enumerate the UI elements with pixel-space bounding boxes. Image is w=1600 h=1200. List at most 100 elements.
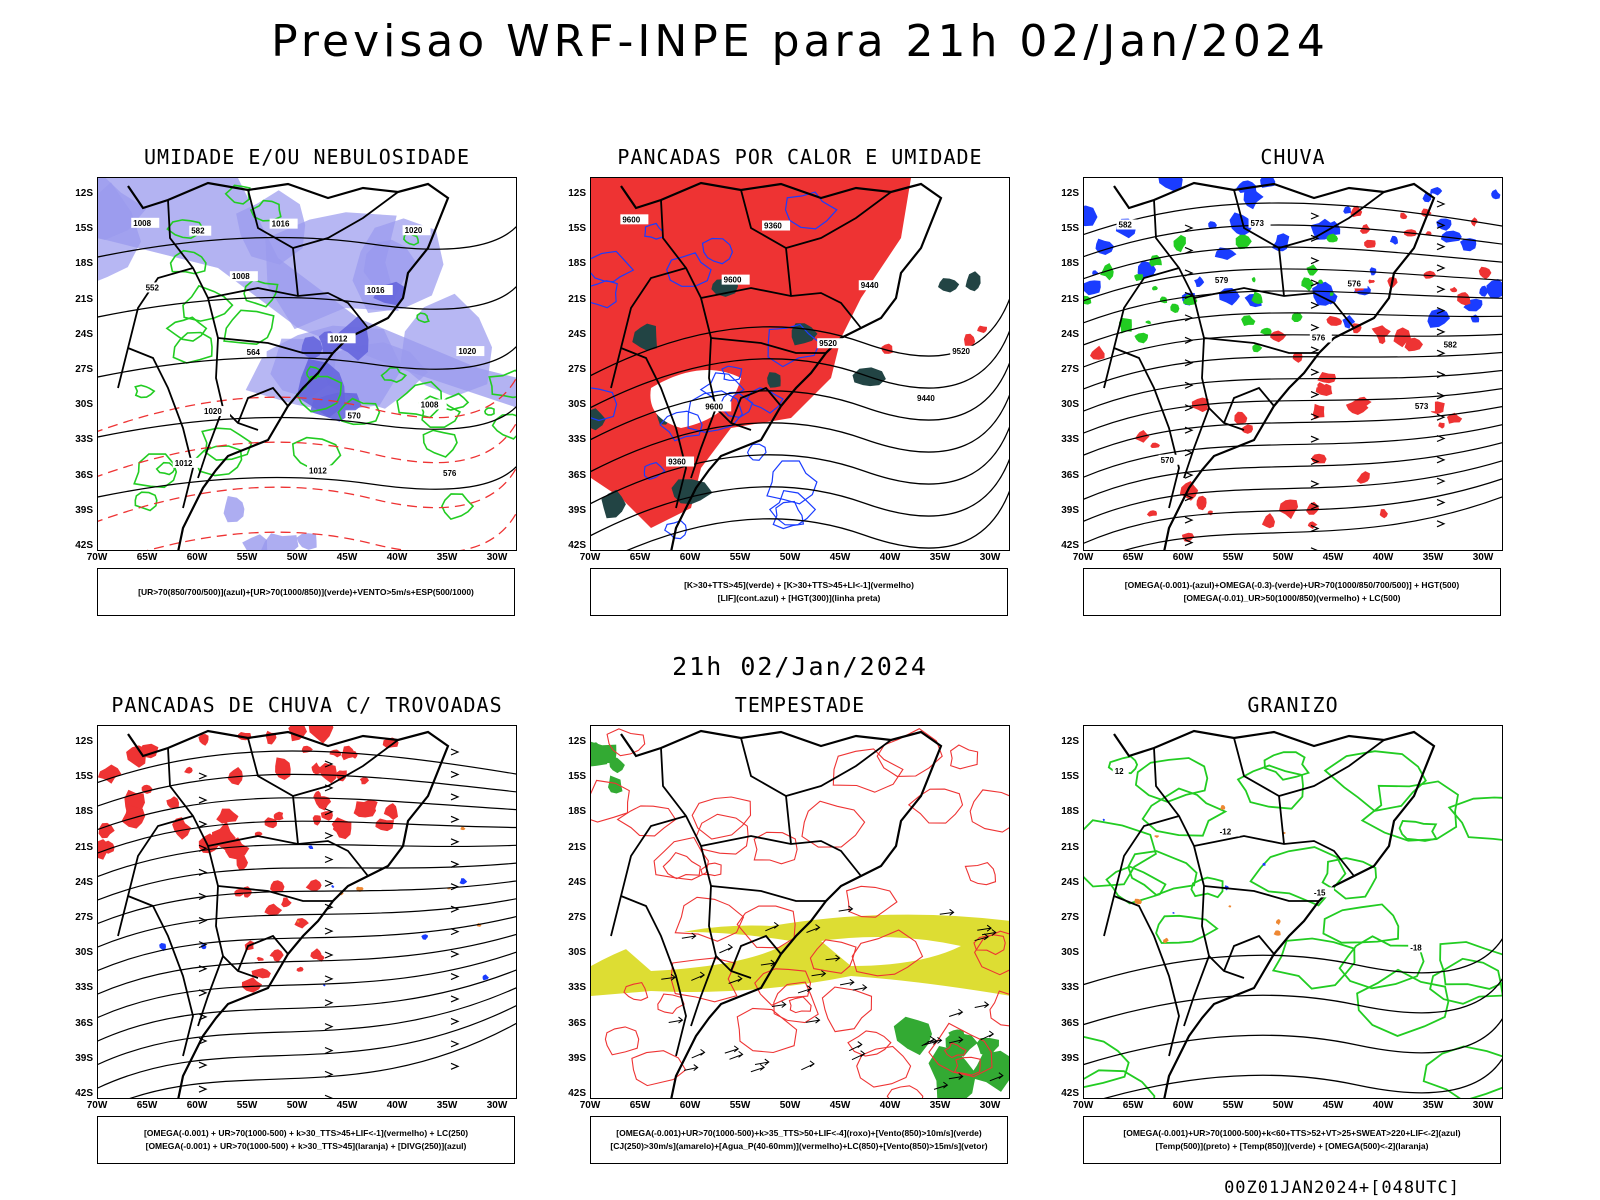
longitude-label: 65W (1122, 1100, 1144, 1111)
wind-vector (981, 929, 997, 936)
field-blob (236, 854, 248, 870)
latitude-label: 39S (1061, 1052, 1079, 1064)
forecast-map (590, 725, 1010, 1099)
streamline-arrow (1310, 368, 1320, 376)
temp850-contour (1271, 937, 1356, 990)
field-blob (1323, 289, 1338, 305)
legend-box: [OMEGA(-0.001)-(azul)+OMEGA(-0.3)-(verde… (1083, 568, 1501, 616)
political-border (690, 955, 717, 1027)
streamline-arrow (1310, 301, 1320, 309)
contour-label: 9520 (819, 339, 837, 348)
field-blob (1194, 276, 1205, 287)
field-blob (1400, 212, 1408, 220)
political-border (610, 815, 687, 937)
field-blob (460, 826, 466, 831)
streamline-arrow (324, 1094, 333, 1098)
legend-line: [UR>70(850/700/500)](azul)+[UR>70(1000/8… (138, 586, 474, 597)
contour-label-bg (418, 399, 447, 410)
field-blob (1134, 332, 1149, 344)
contour-label: 9360 (668, 458, 686, 467)
precip-water-contour (943, 1042, 967, 1059)
longitude-label: 30W (979, 552, 1001, 563)
wind-vector (668, 1016, 684, 1024)
temp850-contour (1236, 764, 1304, 810)
latitude-label: 12S (568, 736, 586, 747)
wind-vector (765, 921, 780, 932)
contour-label-bg (1408, 942, 1431, 953)
latitude-label: 27S (1061, 912, 1079, 923)
field-blob (1100, 263, 1114, 281)
streamline-arrow (1310, 212, 1320, 220)
humidity-contour (166, 219, 205, 240)
latitude-label: 18S (75, 258, 93, 270)
field-blob (305, 879, 322, 892)
streamline-arrow (1310, 346, 1320, 354)
political-border (247, 737, 399, 797)
political-border (237, 386, 289, 424)
forecast-map: 582 579 576 573 570 573 576 582 (1083, 177, 1503, 551)
field-blob (1364, 239, 1376, 248)
map-canvas: 9600 9600 9520 9440 9360 9360 9440 9520 9600 (591, 178, 1009, 550)
longitude-label: 55W (236, 1100, 258, 1111)
latitude-label: 33S (568, 434, 586, 446)
political-border (690, 407, 717, 479)
streamline-arrow (1436, 349, 1446, 357)
longitude-label: 65W (136, 552, 158, 563)
precip-water-contour (953, 1056, 981, 1076)
streamline-arrow (1310, 480, 1320, 488)
field-blob (1261, 513, 1275, 529)
streamline (1084, 268, 1502, 302)
longitude-label: 45W (1322, 1100, 1344, 1111)
political-border (1223, 934, 1275, 972)
longitude-label: 30W (1472, 1100, 1494, 1111)
field-blob (1478, 266, 1492, 280)
forecast-map: 9600 9600 9520 9440 9360 9360 9440 9520 9600 (590, 177, 1010, 551)
contour-label-bg (703, 401, 732, 412)
field-blob (893, 1016, 932, 1056)
political-border (785, 795, 792, 845)
field-blob (1146, 510, 1157, 517)
longitude-label: 30W (486, 552, 508, 563)
streamline-arrow (450, 928, 460, 936)
legend-box: [OMEGA(-0.001)+UR>70(1000-500)+k>35_TTS>… (590, 1116, 1008, 1164)
temp850-contour (1322, 903, 1400, 944)
contour-label: 582 (191, 227, 205, 236)
panel-title: GRANIZO (1247, 693, 1339, 717)
panel-title: UMIDADE E/OU NEBULOSIDADE (143, 145, 471, 169)
contour-label-bg (307, 465, 336, 476)
political-border (1203, 337, 1319, 354)
contour-line (591, 394, 1009, 473)
latitude-label: 39S (75, 504, 93, 516)
longitude-label: 40W (386, 1100, 408, 1111)
field-blob (1292, 352, 1303, 363)
humidity-contour (134, 491, 158, 512)
latitude-label: 24S (1061, 328, 1079, 340)
humidity-contour (422, 429, 458, 458)
streamline-arrow (1436, 520, 1446, 528)
humidity-contour (155, 461, 176, 476)
latitude-label: 33S (1061, 982, 1079, 994)
longitude-label: 45W (829, 552, 851, 563)
latitude-label: 30S (1061, 399, 1079, 411)
latitude-label: 27S (568, 912, 586, 923)
legend-line: [Temp(500)](preto) + [Temp(850)](verde) … (1155, 1141, 1429, 1151)
contour-label: 1020 (458, 347, 476, 356)
longitude-label: 30W (979, 1100, 1001, 1111)
contour-label: 1012 (309, 466, 327, 475)
latitude-label: 36S (568, 1017, 586, 1029)
contour-label-bg (666, 456, 695, 467)
contour-label: 1012 (330, 334, 348, 343)
coastline (620, 729, 943, 1098)
streamline-arrow (1310, 413, 1320, 421)
contour-label: 582 (1444, 341, 1458, 350)
humidity-contour (305, 365, 321, 381)
longitude-label: 65W (629, 552, 651, 563)
latitude-label: 30S (75, 947, 93, 959)
precip-water-contour (809, 939, 857, 974)
humidity-contour (380, 366, 408, 383)
contour-label-bg (1309, 332, 1332, 343)
streamline-arrow (1436, 285, 1446, 293)
latitude-label: 12S (75, 736, 93, 747)
contour-label-bg (1311, 887, 1334, 898)
streamline-arrow (450, 793, 460, 801)
